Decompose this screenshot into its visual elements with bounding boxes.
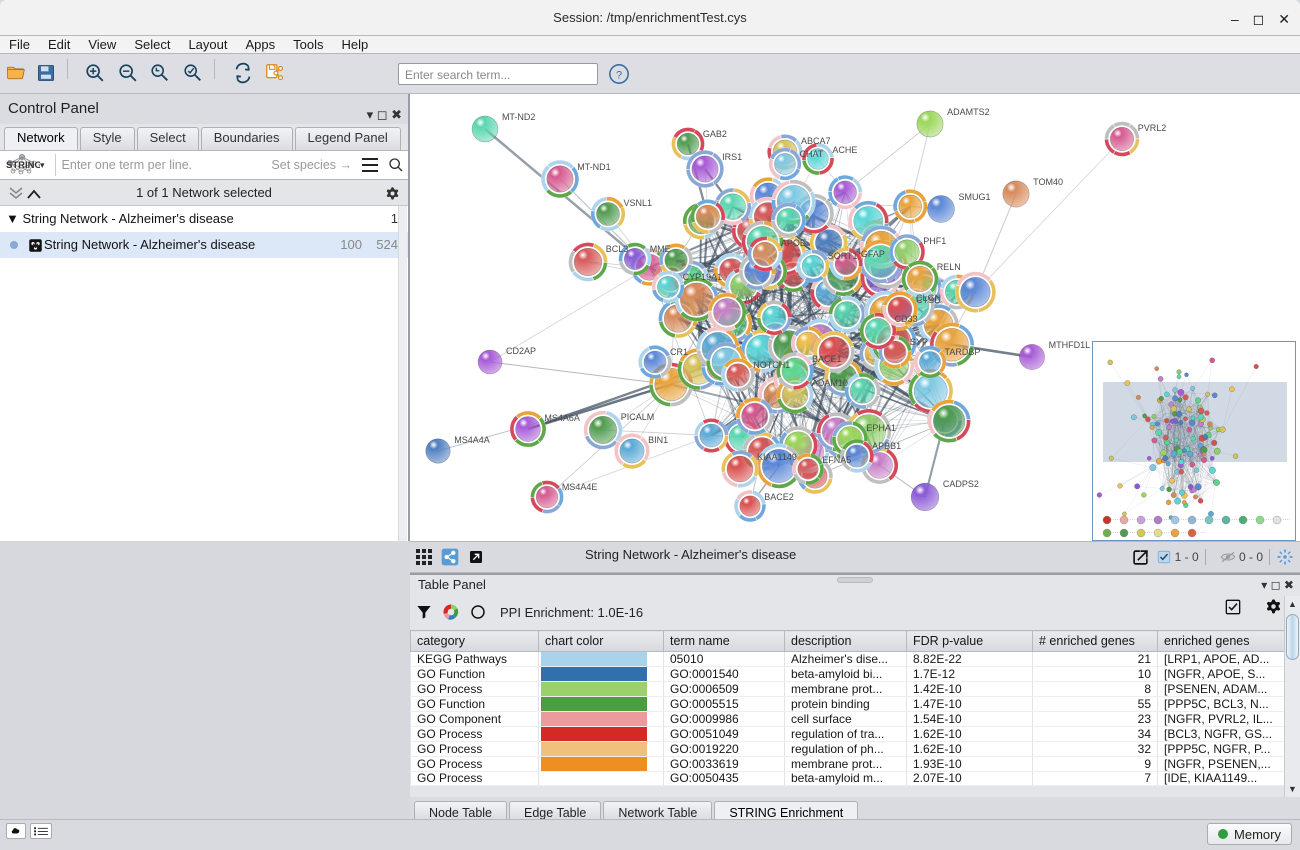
svg-text:?: ?: [616, 70, 622, 82]
svg-text:STRING: STRING: [6, 160, 40, 171]
